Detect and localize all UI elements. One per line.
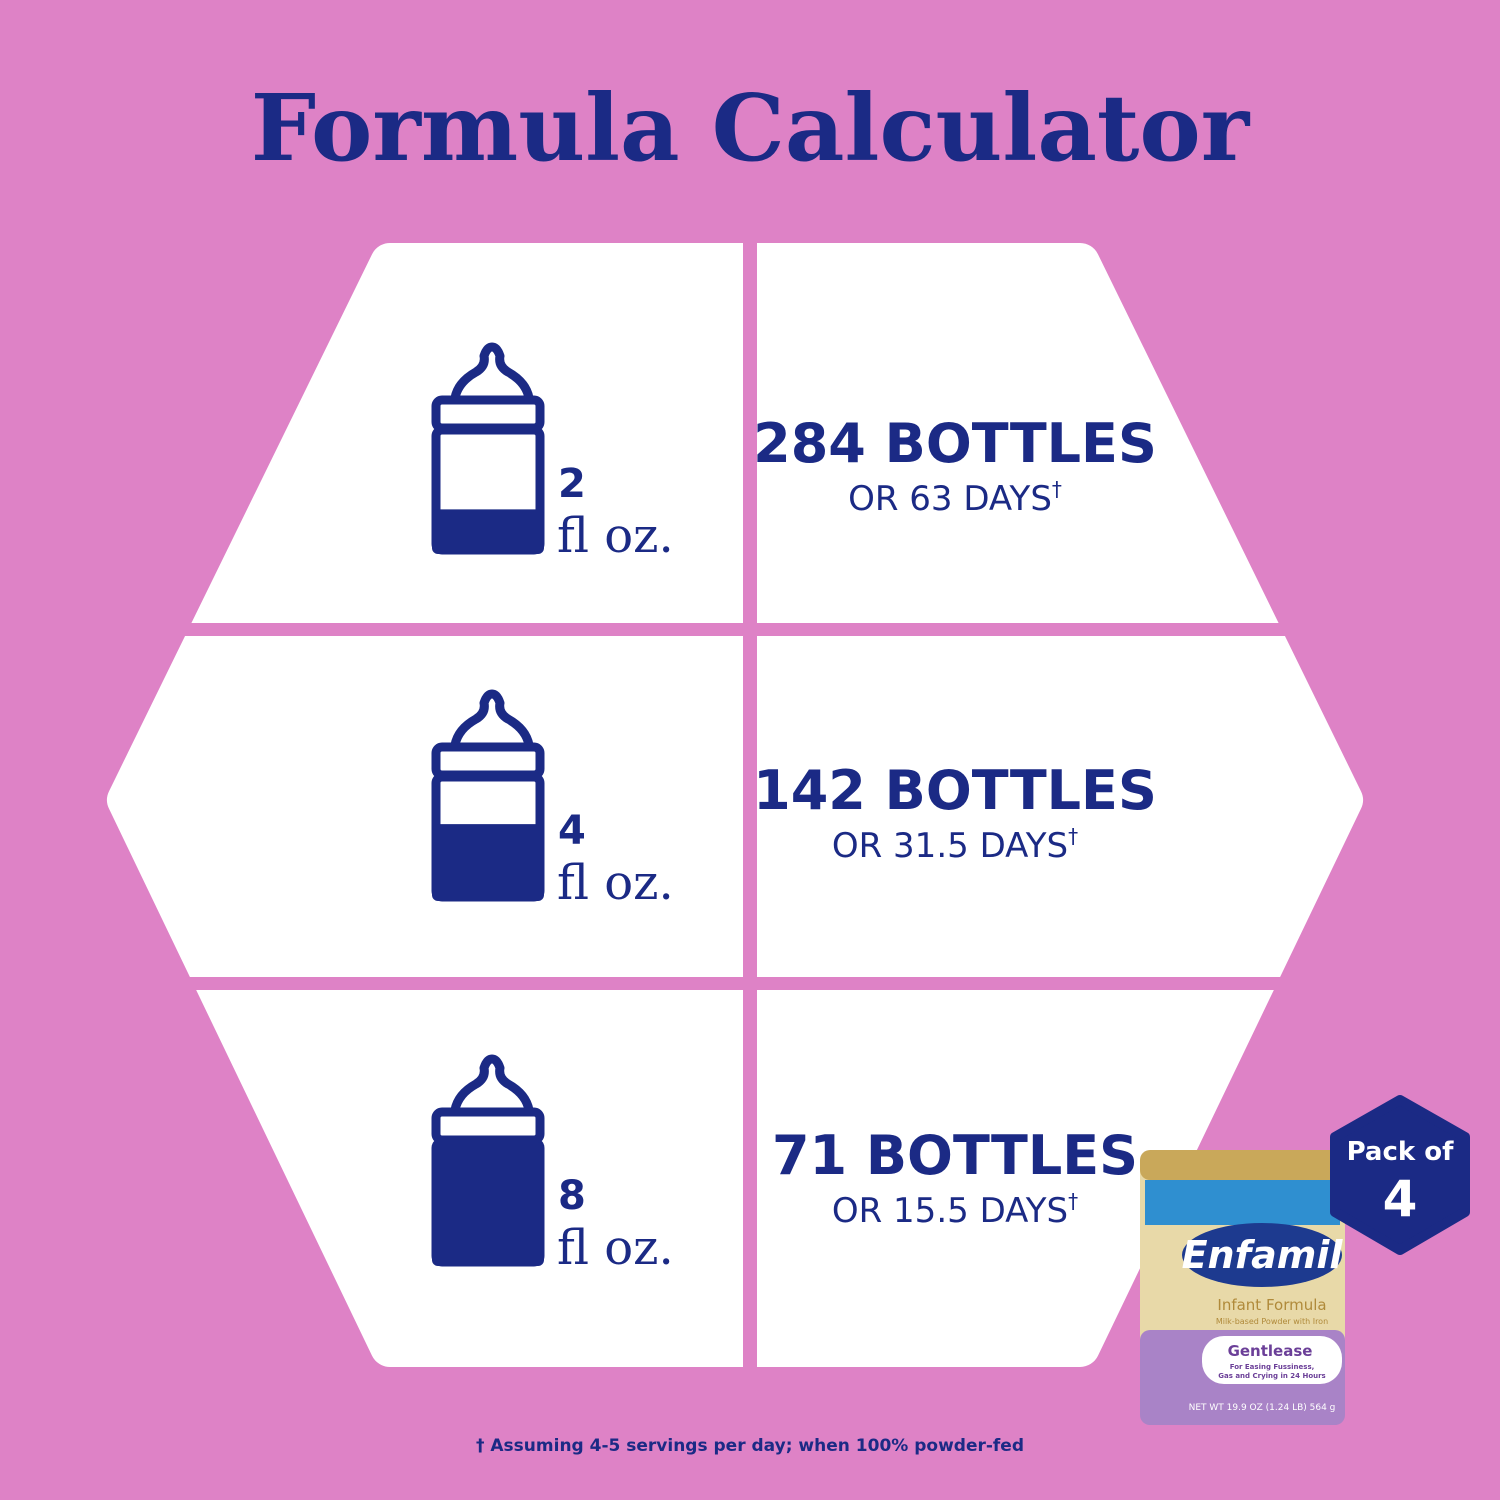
- badge: Pack of 4: [1330, 1095, 1470, 1255]
- days: OR 15.5 DAYS†: [832, 1189, 1078, 1231]
- claim: For Easing Fussiness,: [1230, 1363, 1315, 1371]
- bottle-nipple: [450, 342, 534, 400]
- badge-hexagon: [1330, 1095, 1470, 1255]
- divider: [0, 977, 1500, 990]
- can-rim: [1140, 1150, 1345, 1180]
- claim: Gas and Crying in 24 Hours: [1218, 1372, 1325, 1380]
- title: Formula Calculator: [251, 74, 1251, 182]
- product-can: Enfamil Infant Formula Milk-based Powder…: [1140, 1150, 1345, 1425]
- badge-text: Pack of: [1347, 1137, 1455, 1167]
- bottle-liquid: [432, 1142, 544, 1266]
- variant: Gentlease: [1228, 1342, 1313, 1360]
- bottle-liquid: [432, 509, 544, 554]
- unit: fl oz.: [557, 855, 674, 911]
- dagger: †: [1068, 824, 1078, 848]
- dagger: †: [1068, 1189, 1078, 1213]
- unit: fl oz.: [557, 508, 674, 564]
- days-text: OR 31.5 DAYS: [832, 826, 1068, 866]
- brand: Enfamil: [1182, 1233, 1344, 1277]
- bottles: 71 BOTTLES: [772, 1124, 1138, 1187]
- days-text: OR 15.5 DAYS: [832, 1191, 1068, 1231]
- days: OR 31.5 DAYS†: [832, 824, 1078, 866]
- bottle-nipple: [450, 689, 534, 747]
- badge-number: 4: [1383, 1170, 1418, 1228]
- net-weight: NET WT 19.9 OZ (1.24 LB) 564 g: [1189, 1403, 1336, 1413]
- footnote: † Assuming 4-5 servings per day; when 10…: [476, 1436, 1024, 1456]
- days-text: OR 63 DAYS: [848, 479, 1052, 519]
- bottle-icon: [431, 689, 545, 902]
- variant-pill: [1202, 1336, 1342, 1384]
- bottle-nipple: [450, 1054, 534, 1112]
- bottles: 284 BOTTLES: [753, 412, 1157, 475]
- divider: [743, 220, 757, 1390]
- amount: 4: [558, 808, 586, 854]
- product-subname: Milk-based Powder with Iron: [1216, 1317, 1328, 1326]
- dagger: †: [1052, 477, 1062, 501]
- days: OR 63 DAYS†: [848, 477, 1062, 519]
- bottle-icon: [431, 342, 545, 555]
- amount: 8: [558, 1173, 586, 1219]
- bottles: 142 BOTTLES: [753, 759, 1157, 822]
- bottle-icon: [431, 1054, 545, 1267]
- unit: fl oz.: [557, 1220, 674, 1276]
- bottle-liquid: [432, 824, 544, 901]
- logo-shape: [1182, 1223, 1342, 1287]
- can-band: [1145, 1180, 1340, 1225]
- amount: 2: [558, 461, 586, 507]
- divider: [0, 623, 1500, 636]
- hexagon-panel: [107, 243, 1363, 1367]
- product-name: Infant Formula: [1217, 1296, 1326, 1314]
